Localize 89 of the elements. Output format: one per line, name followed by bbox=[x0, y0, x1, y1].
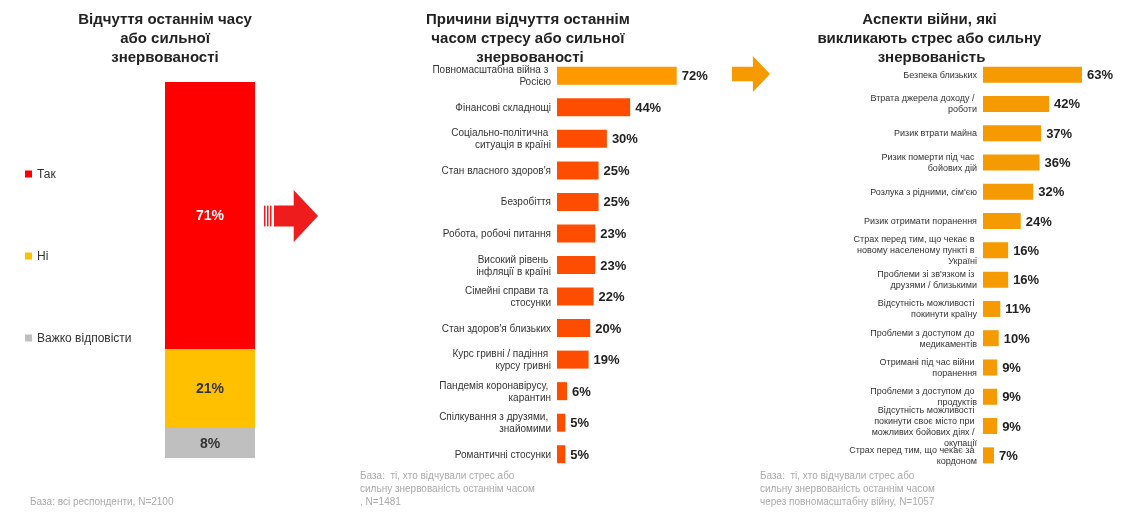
bar bbox=[557, 192, 599, 211]
text: База: ті, хто відчували стрес або сильну знервованість останнім часом через повномасштабну війну, N=1057 bbox=[760, 470, 938, 507]
data-label: 63% bbox=[1087, 67, 1114, 83]
bar bbox=[557, 287, 594, 306]
data-label: 21% bbox=[195, 380, 225, 397]
y-tick-label: Фінансові складнощі bbox=[455, 101, 551, 113]
text: База: всі респонденти, N=2100 bbox=[30, 496, 174, 507]
bar bbox=[983, 300, 1001, 317]
data-label: 11% bbox=[1005, 301, 1032, 317]
bar bbox=[983, 66, 1082, 83]
data-label: 44% bbox=[635, 99, 662, 115]
y-tick-label: Страх перед тим, що чекає в новому населеному пункті в Україні bbox=[853, 234, 977, 267]
bar bbox=[557, 445, 566, 464]
data-label: 25% bbox=[603, 162, 631, 178]
bar bbox=[557, 319, 591, 338]
data-label: 71% bbox=[195, 207, 225, 224]
bar bbox=[983, 359, 998, 376]
y-tick-label: Стан здоров'я близьких bbox=[441, 322, 551, 334]
bar bbox=[983, 213, 1021, 230]
data-label: 30% bbox=[611, 131, 639, 147]
data-label: 24% bbox=[1025, 213, 1053, 229]
data-label: 6% bbox=[571, 383, 592, 399]
legend-label: Так bbox=[37, 167, 57, 181]
bar bbox=[983, 388, 998, 405]
data-label: 19% bbox=[593, 352, 621, 368]
data-label: 72% bbox=[681, 68, 709, 84]
bar bbox=[983, 125, 1042, 142]
bar bbox=[557, 382, 567, 401]
data-label: 16% bbox=[1013, 242, 1040, 258]
legend-label: Важко відповісти bbox=[37, 331, 132, 345]
data-label: 37% bbox=[1046, 125, 1073, 141]
y-tick-label: Курс гривні / падіння курсу гривні bbox=[452, 348, 551, 372]
y-tick-label: Розлука з рідними, сім'єю bbox=[870, 186, 978, 197]
y-tick-label: Робота, робочі питання bbox=[442, 227, 551, 239]
bar bbox=[983, 447, 994, 464]
data-label: 10% bbox=[1003, 330, 1031, 346]
y-tick-label: Безпека близьких bbox=[903, 69, 978, 80]
bar bbox=[557, 98, 631, 117]
data-label: 23% bbox=[600, 225, 627, 241]
text: База: ті, хто відчували стрес або сильну знервованість останнім часом, N=1481 bbox=[360, 470, 535, 507]
bar bbox=[557, 350, 589, 369]
bar bbox=[983, 271, 1009, 288]
bar bbox=[983, 154, 1040, 171]
y-tick-label: Сімейні справи та стосунки bbox=[464, 285, 551, 309]
bar bbox=[557, 129, 607, 148]
bar bbox=[557, 256, 596, 274]
data-label: 9% bbox=[1002, 360, 1022, 375]
data-label: 36% bbox=[1044, 155, 1072, 170]
data-label: 32% bbox=[1038, 184, 1065, 200]
data-label: 16% bbox=[1013, 272, 1040, 288]
y-tick-label: Відсутність можливості покинути країну bbox=[877, 298, 978, 320]
data-label: 8% bbox=[199, 434, 221, 451]
bar bbox=[557, 413, 566, 432]
y-tick-label: Романтичні стосунки bbox=[454, 448, 551, 460]
data-label: 9% bbox=[1002, 389, 1022, 405]
data-label: 25% bbox=[603, 194, 631, 210]
chart-title: Аспекти війни, які викликають стрес або сильну знервованість bbox=[817, 10, 1046, 65]
data-label: 20% bbox=[595, 320, 622, 336]
data-label: 22% bbox=[598, 289, 626, 305]
y-tick-label: Проблеми з доступом до медикаментів bbox=[870, 327, 978, 349]
y-tick-label: Втрата джерела доходу / роботи bbox=[870, 93, 977, 115]
bar bbox=[983, 95, 1049, 112]
y-tick-label: Пандемія коронавірусу, карантин bbox=[439, 379, 551, 403]
y-tick-label: Безробіття bbox=[500, 196, 551, 208]
data-label: 5% bbox=[570, 446, 590, 462]
bar bbox=[983, 330, 999, 347]
y-tick-label: Отримані під час війни поранення bbox=[879, 357, 978, 378]
y-tick-label: Проблеми зі зв'язком із друзями / близькими bbox=[877, 269, 977, 291]
bar bbox=[983, 418, 998, 435]
data-label: 5% bbox=[570, 415, 590, 431]
y-tick-label: Спілкування з друзями, знайомими bbox=[439, 411, 551, 435]
bar bbox=[983, 183, 1034, 200]
y-tick-label: Ризик отримати поранення bbox=[864, 216, 978, 227]
y-tick-label: Стан власного здоров'я bbox=[441, 164, 551, 176]
data-label: 42% bbox=[1054, 96, 1081, 112]
y-tick-label: Соціально-політична ситуація в країні bbox=[451, 127, 551, 151]
chart-title: Причини відчуття останнім часом стресу або сильної знервованості bbox=[426, 10, 634, 65]
y-tick-label: Ризик померти під час бойових дій bbox=[881, 152, 977, 173]
chart-title: Відчуття останнім часу або сильної знервованості bbox=[78, 10, 253, 65]
legend-label: Ні bbox=[37, 249, 49, 263]
data-label: 23% bbox=[600, 257, 627, 273]
data-label: 9% bbox=[1002, 418, 1022, 434]
bar bbox=[557, 66, 677, 85]
y-tick-label: Ризик втрати майна bbox=[894, 128, 977, 139]
y-tick-label: Високий рівень інфляції в країні bbox=[476, 253, 551, 277]
bar bbox=[983, 242, 1009, 259]
data-label: 7% bbox=[999, 447, 1019, 463]
bar bbox=[557, 161, 599, 180]
bar bbox=[557, 224, 596, 243]
